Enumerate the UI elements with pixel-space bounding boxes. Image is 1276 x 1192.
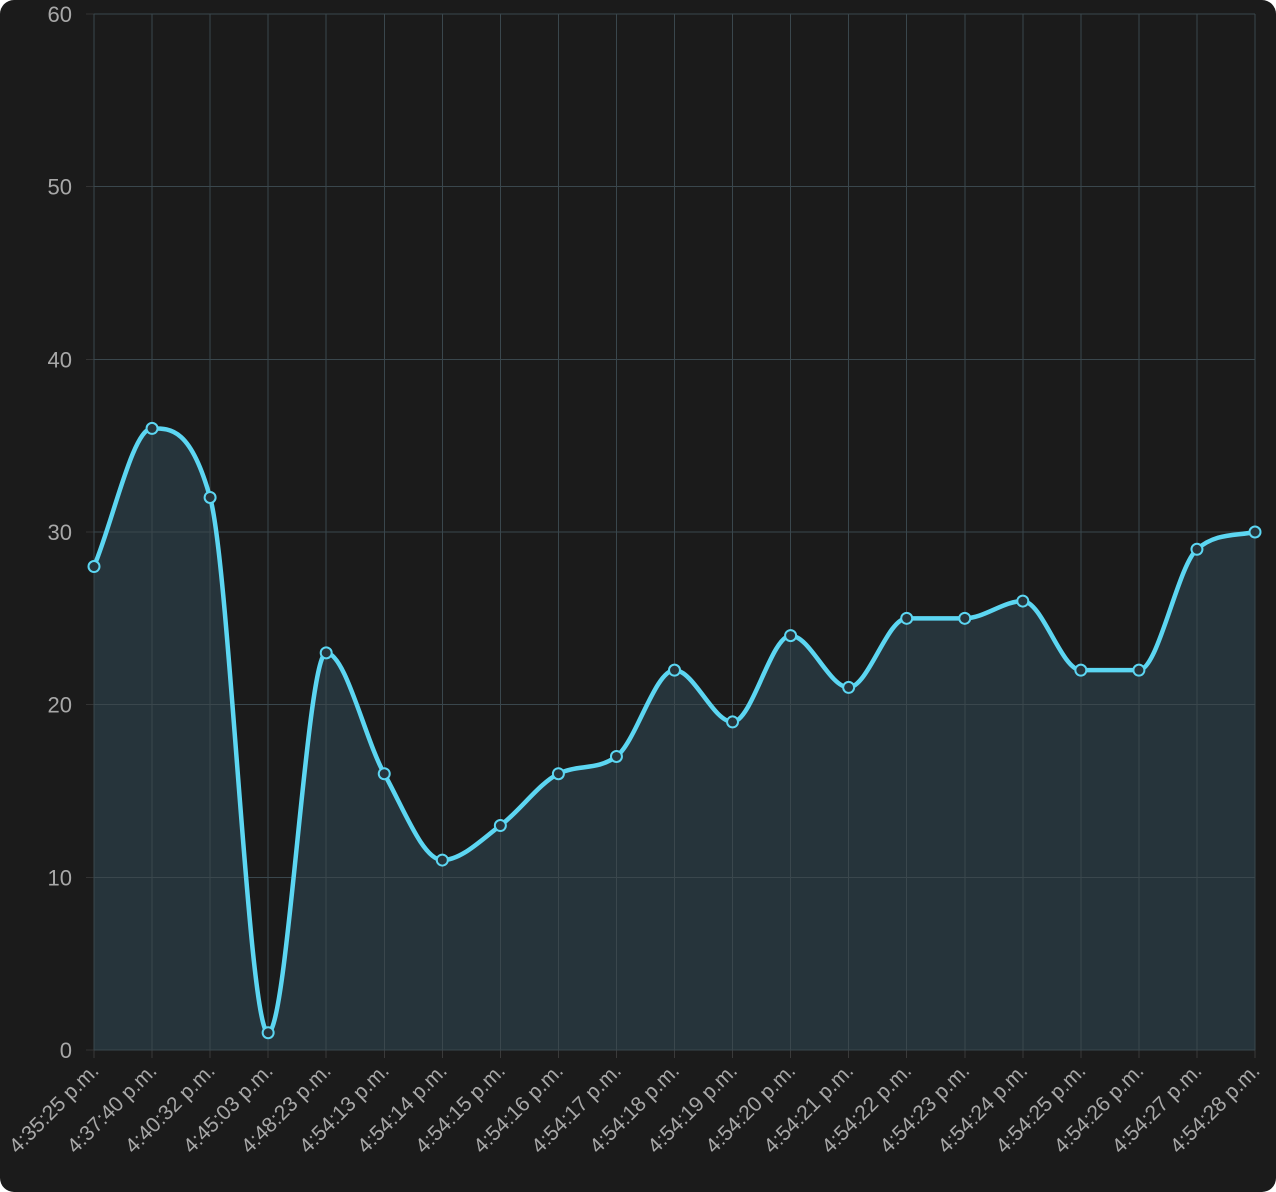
line-layer [91,426,1258,1035]
y-tick-label: 30 [48,520,72,545]
data-point[interactable] [1190,542,1204,556]
data-point[interactable] [377,767,391,781]
x-axis: 4:35:25 p.m.4:37:40 p.m.4:40:32 p.m.4:45… [5,1059,1265,1158]
series-line [91,426,1258,1035]
data-point[interactable] [1074,663,1088,677]
y-tick-label: 40 [48,347,72,372]
y-axis: 0 10 20 30 40 50 60 [48,2,72,1063]
y-tick-label: 50 [48,175,72,200]
data-point[interactable] [435,853,449,867]
data-point[interactable] [145,421,159,435]
data-point[interactable] [726,715,740,729]
y-tick-label: 10 [48,865,72,890]
data-point[interactable] [842,680,856,694]
data-point[interactable] [319,646,333,660]
points-layer [87,421,1262,1040]
data-point[interactable] [87,560,101,574]
data-point[interactable] [958,611,972,625]
y-tick-label: 60 [48,2,72,27]
data-point[interactable] [493,819,507,833]
data-point[interactable] [1132,663,1146,677]
data-point[interactable] [551,767,565,781]
data-point[interactable] [203,490,217,504]
data-point[interactable] [609,749,623,763]
data-point[interactable] [261,1026,275,1040]
y-tick-label: 0 [60,1038,72,1063]
area-layer [93,13,1256,1051]
data-point[interactable] [784,629,798,643]
data-point[interactable] [1248,525,1262,539]
y-tick-label: 20 [48,693,72,718]
data-point[interactable] [1016,594,1030,608]
data-point[interactable] [900,611,914,625]
data-point[interactable] [668,663,681,677]
